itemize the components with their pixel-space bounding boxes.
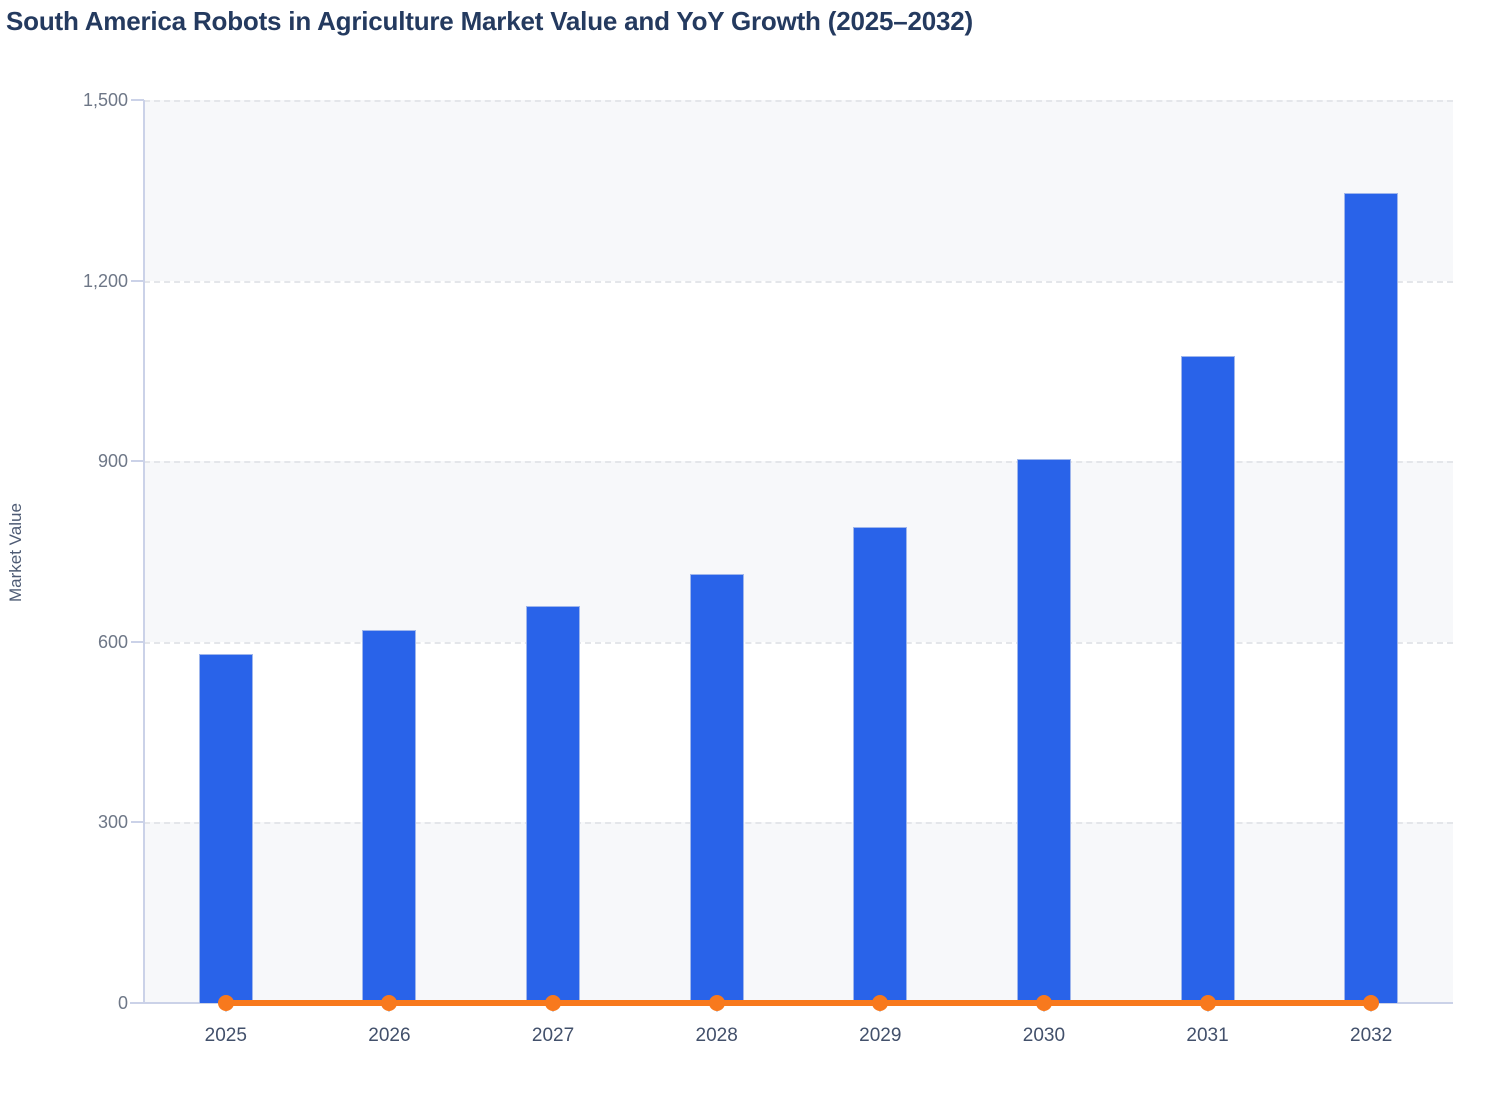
bar-2029 xyxy=(853,527,908,1003)
y-tick-mark xyxy=(131,279,144,282)
y-tick-label: 900 xyxy=(97,451,128,472)
y-axis-line xyxy=(143,100,145,1003)
plot-area xyxy=(144,100,1453,1012)
bar-2028 xyxy=(689,574,744,1003)
chart-title: South America Robots in Agriculture Mark… xyxy=(6,6,974,36)
x-tick-label: 2029 xyxy=(859,1025,902,1046)
yoy-marker-2030 xyxy=(1035,995,1052,1011)
yoy-marker-2029 xyxy=(872,995,889,1011)
x-tick-label: 2028 xyxy=(695,1025,738,1046)
y-tick-label: 600 xyxy=(97,631,128,652)
bar-2032 xyxy=(1344,193,1399,1003)
yoy-marker-2031 xyxy=(1199,995,1216,1011)
bar-2030 xyxy=(1016,459,1071,1003)
y-tick-label: 1,200 xyxy=(82,270,128,291)
yoy-marker-2032 xyxy=(1363,995,1380,1011)
x-tick-label: 2027 xyxy=(531,1025,575,1046)
grid-band xyxy=(144,280,1453,462)
gridline-300 xyxy=(144,822,1453,825)
y-tick-label: 300 xyxy=(97,812,128,833)
yoy-growth-line xyxy=(223,1000,1374,1006)
x-tick-label: 2031 xyxy=(1186,1025,1229,1046)
x-tick-label: 2030 xyxy=(1022,1025,1066,1046)
y-tick-mark xyxy=(131,1002,144,1004)
grid-band xyxy=(144,461,1453,642)
bar-2026 xyxy=(362,629,417,1003)
grid-band xyxy=(144,822,1453,1003)
bar-2027 xyxy=(526,605,581,1003)
gridline-600 xyxy=(144,641,1453,644)
x-tick-label: 2032 xyxy=(1350,1025,1393,1046)
y-tick-mark xyxy=(131,99,144,101)
y-tick-mark xyxy=(131,460,144,463)
yoy-marker-2026 xyxy=(381,995,398,1011)
grid-band xyxy=(144,641,1453,823)
yoy-marker-2028 xyxy=(708,995,725,1011)
gridline-900 xyxy=(144,461,1453,464)
y-tick-label: 1,500 xyxy=(82,90,128,110)
y-tick-mark xyxy=(131,821,144,824)
y-tick-label: 0 xyxy=(117,993,128,1013)
grid-band xyxy=(144,100,1453,281)
bar-2031 xyxy=(1180,355,1235,1003)
y-tick-mark xyxy=(131,640,144,643)
bar-2025 xyxy=(198,653,253,1003)
yoy-marker-2027 xyxy=(545,995,562,1011)
x-tick-label: 2026 xyxy=(368,1025,411,1046)
yoy-marker-2025 xyxy=(217,995,234,1011)
gridline-1200 xyxy=(144,280,1453,283)
x-tick-label: 2025 xyxy=(204,1025,247,1046)
gridline-1500 xyxy=(144,100,1453,102)
